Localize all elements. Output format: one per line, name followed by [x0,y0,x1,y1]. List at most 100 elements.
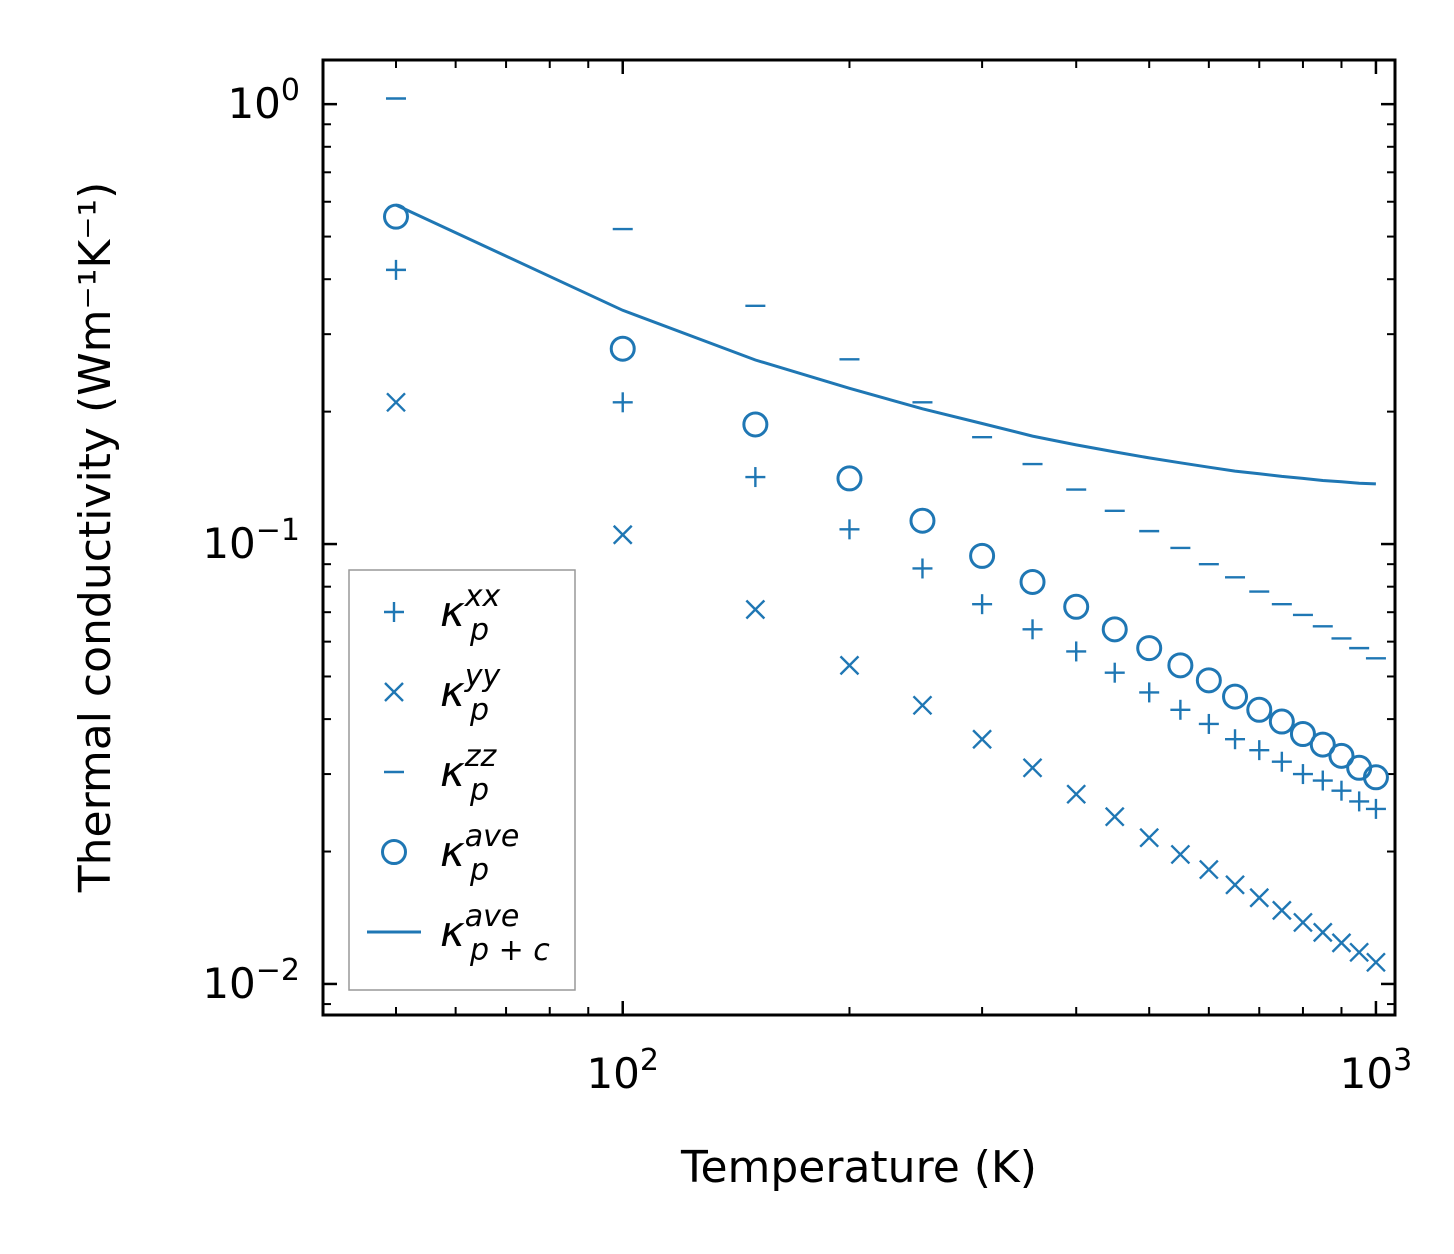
data-point-kxx [385,259,406,280]
x-stroke-b [1293,912,1313,933]
data-point-kave [742,411,769,438]
data-point-kxx [745,467,766,488]
x-stroke-b [912,695,933,716]
x-stroke-b [1139,827,1160,848]
data-point-kave [969,542,996,569]
legend-entry-kpc: κave p + c [367,899,550,968]
x-stroke-b [1271,900,1292,921]
series-kzz [385,97,1386,660]
data-point-kave [1063,593,1090,620]
data-point-kave [1136,635,1163,662]
series-line-kpc [395,203,1376,486]
data-point-kyy [1366,952,1386,973]
legend-entry-kyy: κyy p [384,659,502,728]
data-point-kxx [1312,770,1333,791]
data-point-kyy [1198,859,1219,880]
legend-marker [384,602,404,622]
data-point-kxx [1066,641,1087,662]
series-kave [382,203,1389,791]
x-stroke-b [972,729,992,750]
legend-box [348,569,576,991]
legend-entry-kzz: κzz p [384,739,498,808]
tick-label-layer: 102 103 10−2 10−1 100 [202,73,1412,1098]
data-point-kyy [1170,844,1191,865]
legend-label: κyy p [440,659,502,728]
data-point-kave [1309,731,1336,758]
series-kpc [395,203,1376,486]
x-stroke-b [386,392,406,413]
data-point-kyy [1066,784,1087,805]
x-tick-label: 102 [586,1043,659,1098]
data-point-kxx [1170,699,1191,720]
data-point-kave [609,335,636,362]
x-stroke-b [839,655,860,676]
data-point-kxx [612,392,633,413]
data-layer [382,97,1389,973]
data-point-kyy [1249,887,1270,908]
data-point-kave [1328,742,1355,769]
data-point-kxx [1225,729,1246,750]
x-stroke-b [1170,844,1191,865]
data-point-kyy [1312,922,1333,943]
data-point-kyy [839,655,860,676]
data-point-kxx [1022,619,1043,640]
x-stroke-b [612,524,633,545]
x-stroke-b [1331,933,1352,953]
data-point-kxx [1365,798,1386,819]
data-point-kyy [1293,912,1313,933]
data-point-kyy [386,392,406,413]
data-point-kyy [612,524,633,545]
data-point-kyy [1349,942,1370,963]
x-stroke-b [1022,757,1043,778]
data-point-kave [1167,652,1194,679]
data-point-kave [1101,616,1128,643]
x-stroke-b [1066,784,1087,805]
data-point-kyy [1022,757,1043,778]
data-point-kyy [1271,900,1292,921]
y-axis-label: Thermal conductivity (Wm⁻¹K⁻¹) [70,182,121,894]
x-stroke-b [1225,874,1245,895]
data-point-kave [1289,720,1316,747]
data-point-kyy [1139,827,1160,848]
data-point-kxx [1198,713,1219,734]
data-point-kave [909,507,936,534]
legend-entry-kave: κave p [381,819,519,888]
data-point-kyy [912,695,933,716]
legend-label: κzz p [440,739,498,808]
data-point-kyy [1104,806,1125,827]
data-point-kxx [1271,751,1292,772]
data-point-kxx [912,558,933,579]
data-point-kave [1222,683,1249,710]
data-point-kave [1019,568,1046,595]
legend-marker [381,839,407,865]
legend-label: κxx p [440,579,501,648]
plot-frame [321,58,1397,1017]
data-point-kxx [972,594,993,615]
data-point-kyy [972,729,992,750]
data-point-kxx [1331,780,1352,801]
legend-entry-kxx: κxx p [384,579,501,648]
x-stroke-b [1349,942,1370,963]
legend-label: κave p [440,819,519,888]
data-point-kave [1246,696,1273,723]
x-stroke-b [745,599,766,620]
x-stroke-b [1249,887,1270,908]
series-kxx [385,259,1386,819]
data-point-kxx [1139,682,1160,703]
x-axis-label: Temperature (K) [680,1142,1037,1193]
x-stroke-b [384,682,404,702]
data-point-kxx [1349,791,1370,812]
y-tick-label: 10−1 [202,513,300,568]
data-point-kxx [1292,764,1313,785]
x-stroke-b [1312,922,1333,943]
y-tick-label: 10−2 [202,953,300,1008]
data-point-kxx [1249,740,1270,761]
series-kyy [386,392,1386,973]
legend-marker [384,682,404,702]
data-point-kxx [839,519,860,540]
x-stroke-b [1198,859,1219,880]
x-tick-label: 103 [1340,1043,1413,1098]
y-tick-label: 100 [227,73,300,128]
data-point-kave [1268,708,1295,735]
